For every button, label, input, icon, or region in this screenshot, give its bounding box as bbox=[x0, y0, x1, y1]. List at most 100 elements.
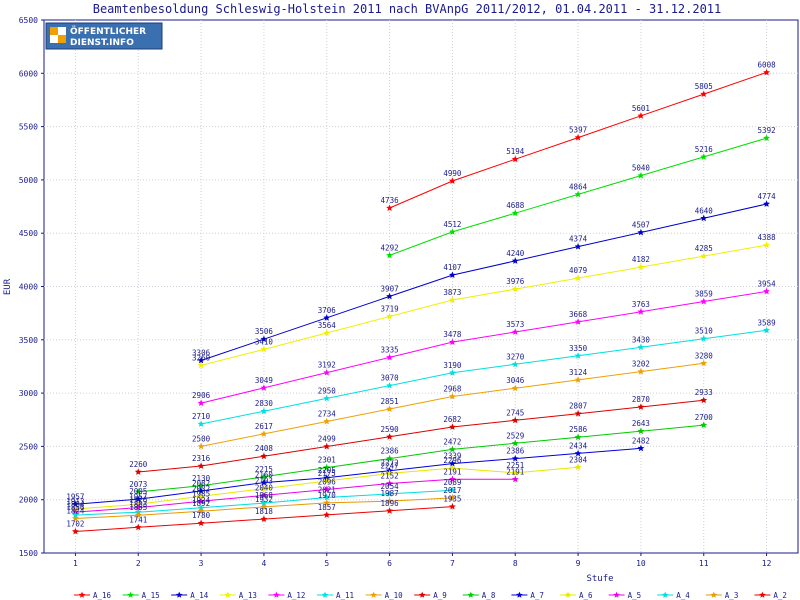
data-label: 2017 bbox=[443, 486, 461, 495]
data-point bbox=[386, 433, 394, 440]
data-point bbox=[386, 382, 394, 389]
data-label: 2482 bbox=[632, 436, 650, 445]
data-label: 4507 bbox=[632, 220, 650, 229]
y-tick-label: 6500 bbox=[19, 16, 38, 25]
data-point bbox=[448, 486, 456, 494]
data-label: 3976 bbox=[506, 277, 525, 286]
data-label: 3510 bbox=[695, 327, 714, 336]
legend-marker bbox=[661, 591, 669, 598]
legend-label: A_6 bbox=[579, 591, 593, 600]
data-label: 2529 bbox=[506, 431, 524, 440]
legend-label: A_12 bbox=[287, 591, 305, 600]
series-a-14: 3306 3506 3706 3907 4107 4240 4374 4507 4640 4774 bbox=[192, 192, 776, 364]
data-label: 4285 bbox=[695, 244, 713, 253]
data-label: 1957 bbox=[66, 492, 84, 501]
series-a-2: 1702 1741 1780 1818 1857 1896 1935 bbox=[66, 495, 461, 535]
data-point bbox=[448, 464, 456, 472]
series-a-4: 1856 1883 1924 1968 2021 2054 2089 bbox=[66, 478, 461, 518]
data-point bbox=[71, 500, 79, 508]
series-a-11: 2710 2830 2950 3070 3190 3270 3350 3430 3510 3589 bbox=[192, 318, 776, 427]
x-tick-label: 10 bbox=[636, 559, 646, 568]
data-point bbox=[134, 495, 142, 503]
data-label: 2304 bbox=[569, 455, 588, 464]
data-point bbox=[386, 353, 394, 361]
data-label: 3410 bbox=[255, 337, 274, 346]
data-point bbox=[574, 190, 582, 198]
y-tick-label: 3000 bbox=[19, 389, 38, 398]
data-label: 2191 bbox=[506, 467, 524, 476]
data-point bbox=[134, 488, 142, 495]
data-point bbox=[700, 90, 708, 97]
data-point bbox=[448, 459, 456, 467]
data-label: 3954 bbox=[758, 279, 777, 288]
data-label: 2870 bbox=[632, 395, 651, 404]
data-label: 1957 bbox=[129, 492, 147, 501]
legend-marker bbox=[710, 591, 718, 598]
legend-marker bbox=[516, 591, 523, 598]
data-label: 3306 bbox=[192, 348, 211, 357]
y-tick-label: 5000 bbox=[19, 176, 38, 185]
data-label: 2073 bbox=[129, 480, 147, 489]
x-tick-label: 1 bbox=[73, 559, 78, 568]
data-point bbox=[700, 396, 708, 404]
data-point bbox=[511, 416, 519, 424]
legend-item-a-11: A_11 bbox=[317, 591, 354, 600]
data-point bbox=[511, 285, 519, 292]
x-tick-label: 4 bbox=[262, 559, 267, 568]
data-label: 2103 bbox=[255, 477, 273, 486]
data-point bbox=[323, 477, 331, 484]
data-point bbox=[511, 469, 519, 476]
data-label: 4107 bbox=[443, 263, 461, 272]
data-label: 2500 bbox=[192, 434, 211, 443]
series-a-10: 2500 2617 2734 2851 2968 3046 3124 3202 3280 bbox=[192, 351, 713, 450]
x-tick-label: 12 bbox=[762, 559, 772, 568]
legend-item-a-12: A_12 bbox=[268, 591, 305, 600]
data-label: 2301 bbox=[318, 456, 336, 465]
legend-item-a-6: A_6 bbox=[560, 591, 593, 600]
legend-item-a-9: A_9 bbox=[414, 591, 447, 600]
data-label: 3706 bbox=[318, 306, 337, 315]
data-label: 1932 bbox=[255, 495, 273, 504]
data-label: 2082 bbox=[192, 479, 210, 488]
legend-label: A_2 bbox=[773, 591, 787, 600]
data-point bbox=[511, 475, 519, 483]
data-label: 1824 bbox=[66, 506, 85, 515]
data-point bbox=[323, 464, 331, 471]
data-point bbox=[197, 507, 205, 515]
data-point bbox=[260, 452, 268, 460]
legend-marker bbox=[321, 591, 329, 598]
y-tick-label: 4000 bbox=[19, 283, 38, 292]
x-tick-label: 9 bbox=[576, 559, 581, 568]
y-axis-label: EUR bbox=[3, 278, 13, 295]
data-label: 1987 bbox=[381, 489, 399, 498]
data-label: 4736 bbox=[381, 196, 400, 205]
legend-marker bbox=[273, 591, 280, 598]
data-label: 4640 bbox=[695, 206, 714, 215]
data-point bbox=[700, 153, 708, 160]
legend-label: A_11 bbox=[336, 591, 354, 600]
legend-item-a-15: A_15 bbox=[122, 591, 160, 600]
data-point bbox=[197, 462, 205, 469]
data-point bbox=[260, 499, 268, 507]
data-point bbox=[386, 204, 394, 211]
data-point bbox=[134, 503, 142, 511]
data-label: 4182 bbox=[632, 255, 650, 264]
data-point bbox=[386, 479, 394, 487]
logo-emblem-icon bbox=[50, 27, 66, 43]
data-label: 5194 bbox=[506, 147, 525, 156]
data-label: 2933 bbox=[695, 388, 713, 397]
data-point bbox=[574, 318, 582, 325]
legend-marker bbox=[613, 591, 620, 598]
data-point bbox=[448, 271, 456, 279]
data-point bbox=[260, 345, 268, 353]
data-label: 2205 bbox=[318, 466, 336, 475]
data-label: 6008 bbox=[758, 60, 777, 69]
data-label: 2152 bbox=[381, 471, 399, 480]
data-point bbox=[197, 361, 205, 369]
data-label: 5392 bbox=[758, 126, 776, 135]
data-point bbox=[323, 485, 331, 493]
data-label: 2830 bbox=[255, 399, 274, 408]
data-point bbox=[574, 376, 582, 383]
data-point bbox=[323, 314, 331, 321]
